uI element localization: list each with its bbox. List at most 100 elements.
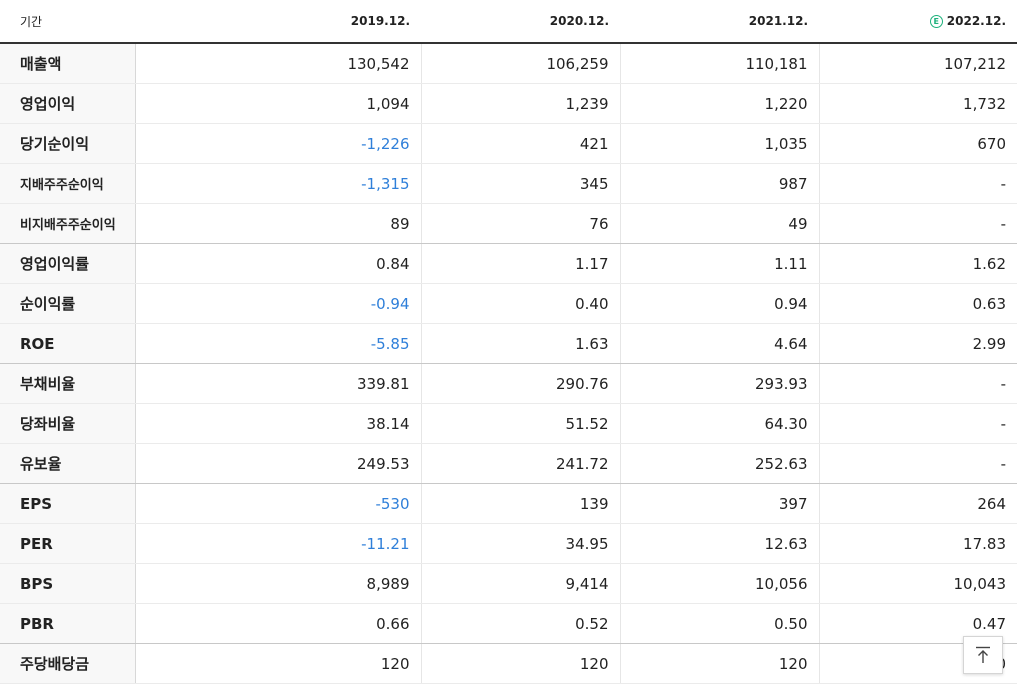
cell-value: 8,989 xyxy=(134,563,421,604)
header-row: 기간 2019.12. 2020.12. 2021.12. E 2022.12. xyxy=(0,0,1017,44)
cell-value: 241.72 xyxy=(420,443,620,484)
cell-value: 397 xyxy=(619,483,819,524)
table-row: 지배주주순이익 -1,315 345 987- xyxy=(0,163,1017,204)
cell-value: 0.52 xyxy=(420,603,620,644)
cell-value: 49 xyxy=(619,203,819,244)
estimate-icon: E xyxy=(929,15,943,28)
row-label: 부채비율 xyxy=(0,363,136,404)
cell-value: 1.62 xyxy=(818,243,1017,284)
row-label: 당기순이익 xyxy=(0,123,136,164)
cell-value: 120 xyxy=(134,643,421,684)
row-label: 순이익률 xyxy=(0,283,136,324)
cell-value: 2.99 xyxy=(818,323,1017,364)
cell-value: 1.63 xyxy=(420,323,620,364)
table-row: PBR 0.66 0.52 0.50 0.47 xyxy=(0,603,1017,644)
cell-value: 107,212 xyxy=(818,43,1017,84)
table-row: 매출액 130,542 106,259 110,181 107,212 xyxy=(0,43,1017,84)
period-header-estimate: E 2022.12. xyxy=(819,0,1017,44)
cell-value: 1,732 xyxy=(818,83,1017,124)
table-row: BPS 8,989 9,414 10,056 10,043 xyxy=(0,563,1017,604)
cell-value: 290.76 xyxy=(420,363,620,404)
row-label: ROE xyxy=(0,323,136,364)
cell-value: -11.21 xyxy=(134,523,421,564)
cell-value: 1,220 xyxy=(619,83,819,124)
row-label: PBR xyxy=(0,603,136,644)
cell-value: 0.94 xyxy=(619,283,819,324)
period-header: 2021.12. xyxy=(620,0,819,44)
arrow-up-to-line-icon xyxy=(976,646,990,663)
cell-value: 17.83 xyxy=(818,523,1017,564)
table-row: 영업이익 1,094 1,239 1,220 1,732 xyxy=(0,83,1017,124)
cell-value: 120 xyxy=(420,643,620,684)
row-label: 비지배주주순이익 xyxy=(0,203,136,244)
cell-value: 1,094 xyxy=(134,83,421,124)
row-label: PER xyxy=(0,523,136,564)
period-header-label: 기간 xyxy=(0,0,135,44)
cell-value: 252.63 xyxy=(619,443,819,484)
cell-value: -1,315 xyxy=(134,163,421,204)
cell-value: - xyxy=(818,443,1017,484)
row-label: BPS xyxy=(0,563,136,604)
table-row: 비지배주주순이익 89 76 49- xyxy=(0,203,1017,244)
cell-value: -530 xyxy=(134,483,421,524)
row-label: 주당배당금 xyxy=(0,643,136,684)
cell-value: 345 xyxy=(420,163,620,204)
cell-value: 51.52 xyxy=(420,403,620,444)
cell-value: 9,414 xyxy=(420,563,620,604)
table-row: EPS -530 139 397 264 xyxy=(0,483,1017,524)
cell-value: 0.50 xyxy=(619,603,819,644)
cell-value: 89 xyxy=(134,203,421,244)
cell-value: 10,056 xyxy=(619,563,819,604)
cell-value: 1,035 xyxy=(619,123,819,164)
cell-value: 64.30 xyxy=(619,403,819,444)
cell-value: 987 xyxy=(619,163,819,204)
cell-value: 110,181 xyxy=(619,43,819,84)
cell-value: - xyxy=(818,363,1017,404)
cell-value: 4.64 xyxy=(619,323,819,364)
table-row: 순이익률 -0.94 0.40 0.94 0.63 xyxy=(0,283,1017,324)
cell-value: 293.93 xyxy=(619,363,819,404)
cell-value: 10,043 xyxy=(818,563,1017,604)
period-header: 2019.12. xyxy=(135,0,421,44)
cell-value: 0.63 xyxy=(818,283,1017,324)
cell-value: 76 xyxy=(420,203,620,244)
cell-value: 1,239 xyxy=(420,83,620,124)
table-row: 영업이익률 0.84 1.17 1.11 1.62 xyxy=(0,243,1017,284)
cell-value: - xyxy=(818,163,1017,204)
row-label: 영업이익률 xyxy=(0,243,136,284)
cell-value: 1.11 xyxy=(619,243,819,284)
cell-value: 0.66 xyxy=(134,603,421,644)
cell-value: - xyxy=(818,403,1017,444)
cell-value: 0.84 xyxy=(134,243,421,284)
table-row: 부채비율 339.81 290.76 293.93- xyxy=(0,363,1017,404)
cell-value: 120 xyxy=(619,643,819,684)
cell-value: 421 xyxy=(420,123,620,164)
table-row: PER -11.21 34.95 12.63 17.83 xyxy=(0,523,1017,564)
row-label: 매출액 xyxy=(0,43,136,84)
cell-value: 38.14 xyxy=(134,403,421,444)
cell-value: -0.94 xyxy=(134,283,421,324)
table-row: 당기순이익 -1,226 421 1,035 670 xyxy=(0,123,1017,164)
table-row: 유보율 249.53 241.72 252.63- xyxy=(0,443,1017,484)
cell-value: 34.95 xyxy=(420,523,620,564)
cell-value: 139 xyxy=(420,483,620,524)
row-label: 지배주주순이익 xyxy=(0,163,136,204)
cell-value: 106,259 xyxy=(420,43,620,84)
cell-value: 12.63 xyxy=(619,523,819,564)
cell-value: 249.53 xyxy=(134,443,421,484)
cell-value: 0.40 xyxy=(420,283,620,324)
cell-value: - xyxy=(818,203,1017,244)
cell-value: 1.17 xyxy=(420,243,620,284)
table-row: 주당배당금1201201200 xyxy=(0,643,1017,684)
cell-value: -5.85 xyxy=(134,323,421,364)
cell-value: 130,542 xyxy=(134,43,421,84)
cell-value: -1,226 xyxy=(134,123,421,164)
row-label: EPS xyxy=(0,483,136,524)
cell-value: 339.81 xyxy=(134,363,421,404)
table-row: 당좌비율 38.14 51.52 64.30- xyxy=(0,403,1017,444)
row-label: 당좌비율 xyxy=(0,403,136,444)
period-header: 2020.12. xyxy=(421,0,620,44)
scroll-top-button[interactable] xyxy=(963,636,1003,674)
table-row: ROE -5.85 1.63 4.64 2.99 xyxy=(0,323,1017,364)
